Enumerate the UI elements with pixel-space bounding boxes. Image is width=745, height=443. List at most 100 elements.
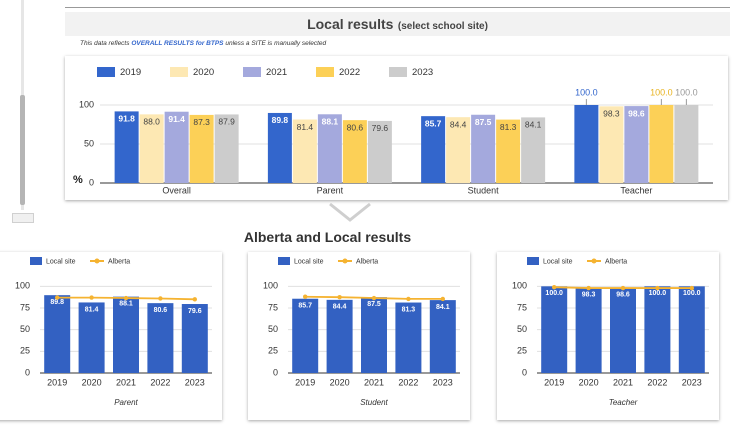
note: This data reflects OVERALL RESULTS for B… bbox=[80, 40, 326, 47]
x-tick-label: 2019 bbox=[544, 377, 564, 387]
x-tick-label: Teacher bbox=[620, 185, 652, 195]
value-label: 91.4 bbox=[168, 114, 185, 124]
y-tick-label: 75 bbox=[268, 302, 278, 312]
chevron-line bbox=[329, 202, 371, 222]
bar bbox=[361, 297, 387, 373]
bar bbox=[367, 120, 392, 183]
y-tick-label: 50 bbox=[268, 324, 278, 334]
line-point bbox=[371, 295, 377, 301]
legend-label[interactable]: 2019 bbox=[120, 67, 141, 78]
bar bbox=[342, 120, 367, 183]
value-label: 91.8 bbox=[118, 114, 135, 124]
y-tick-label: 100 bbox=[512, 281, 527, 291]
legend-label[interactable]: 2023 bbox=[412, 67, 433, 78]
bar bbox=[189, 114, 214, 183]
bar bbox=[326, 299, 353, 373]
legend-label[interactable]: 2021 bbox=[266, 67, 287, 78]
value-label: 98.6 bbox=[628, 108, 645, 118]
line-point bbox=[303, 294, 308, 299]
value-label: 80.6 bbox=[347, 122, 364, 132]
line-point bbox=[586, 285, 591, 291]
legend-label[interactable]: Alberta bbox=[605, 258, 627, 265]
bar bbox=[644, 286, 671, 373]
y-tick-label: 75 bbox=[20, 302, 30, 312]
bar bbox=[429, 300, 456, 373]
value-label: 87.9 bbox=[218, 117, 235, 127]
y-tick-label: 100 bbox=[79, 99, 94, 109]
bar bbox=[674, 105, 699, 183]
value-label: 80.6 bbox=[154, 307, 168, 314]
scrollbar-button[interactable] bbox=[12, 213, 34, 223]
bar bbox=[496, 119, 521, 183]
bar bbox=[446, 117, 471, 183]
bar bbox=[521, 117, 546, 183]
value-label: 84.4 bbox=[333, 304, 347, 311]
bar bbox=[267, 112, 292, 183]
scrollbar-thumb[interactable] bbox=[20, 95, 25, 205]
legend-dot bbox=[94, 258, 100, 264]
value-label: 98.3 bbox=[603, 109, 620, 119]
bar bbox=[292, 298, 319, 373]
legend-swatch bbox=[389, 67, 407, 77]
value-label: 88.1 bbox=[322, 117, 339, 127]
value-label: 100.0 bbox=[545, 290, 563, 297]
line-point bbox=[158, 296, 163, 301]
x-tick-label: 2021 bbox=[613, 377, 633, 387]
bar bbox=[44, 295, 71, 373]
x-tick-label: Overall bbox=[162, 185, 191, 195]
y-tick-label: 75 bbox=[517, 302, 527, 312]
legend-label[interactable]: Alberta bbox=[356, 258, 378, 265]
teacher-chart-panel: 0 25 50 75 100 Local site Alberta 2019 2020 2021 2… bbox=[497, 252, 719, 420]
parent-chart-panel: 0 25 50 75 100 Local site Alberta 2019 2020 2021 2… bbox=[0, 252, 222, 420]
chart: 0 25 50 75 100 Local site Alberta 2019 2020 2021 2… bbox=[263, 257, 460, 407]
legend-label[interactable]: 2022 bbox=[339, 67, 360, 78]
bar bbox=[164, 111, 189, 183]
top-chart-panel: 0 50 100% 2019 2020 2021 2022 2023 Overall 91.8 88… bbox=[65, 56, 728, 200]
x-tick-label: 2023 bbox=[682, 377, 702, 387]
header-title-suffix[interactable]: (select school site) bbox=[397, 21, 488, 32]
x-axis-label: Teacher bbox=[609, 398, 638, 407]
bar bbox=[471, 114, 496, 183]
bar bbox=[678, 286, 705, 373]
y-tick-label: 100 bbox=[15, 281, 30, 291]
legend-swatch bbox=[97, 67, 115, 77]
legend-label[interactable]: Local site bbox=[46, 258, 76, 265]
legend-label[interactable]: Alberta bbox=[108, 258, 130, 265]
section-title: Alberta and Local results bbox=[243, 229, 412, 245]
chart: 0 25 50 75 100 Local site Alberta 2019 2020 2021 2… bbox=[512, 257, 709, 407]
x-tick-label: 2020 bbox=[579, 377, 599, 387]
note-highlight: OVERALL RESULTS for BTPS bbox=[131, 40, 224, 47]
x-tick-label: Student bbox=[468, 185, 500, 195]
value-label: 84.1 bbox=[525, 120, 542, 130]
legend-label[interactable]: Local site bbox=[294, 258, 324, 265]
y-tick-label: 50 bbox=[517, 324, 527, 334]
value-label: 79.6 bbox=[188, 308, 202, 315]
x-tick-label: 2021 bbox=[364, 377, 384, 387]
legend-swatch bbox=[170, 67, 188, 77]
line-point bbox=[337, 294, 342, 300]
legend-label[interactable]: Local site bbox=[543, 258, 573, 265]
y-axis-label: % bbox=[73, 174, 83, 186]
line-point bbox=[689, 285, 694, 291]
header-title: Local results bbox=[307, 16, 394, 32]
legend-label[interactable]: 2020 bbox=[193, 67, 214, 78]
bar bbox=[292, 119, 317, 183]
line-point bbox=[552, 285, 557, 290]
line-point bbox=[123, 295, 129, 301]
value-label: 81.3 bbox=[500, 122, 517, 132]
chart: 0 50 100% 2019 2020 2021 2022 2023 Overall 91.8 88… bbox=[73, 67, 713, 195]
legend-dot bbox=[591, 258, 597, 264]
value-label: 84.1 bbox=[436, 304, 450, 311]
bar bbox=[649, 105, 674, 183]
line-point bbox=[89, 295, 94, 300]
value-label: 100.0 bbox=[683, 290, 701, 297]
bar bbox=[317, 114, 342, 183]
value-label: 100.0 bbox=[650, 87, 673, 97]
y-tick-label: 0 bbox=[522, 367, 527, 377]
value-label: 88.0 bbox=[143, 117, 160, 127]
header-bar: Local results (select school site) bbox=[65, 12, 730, 36]
line-point bbox=[55, 295, 60, 300]
x-tick-label: 2023 bbox=[185, 377, 205, 387]
x-tick-label: 2022 bbox=[398, 377, 418, 387]
